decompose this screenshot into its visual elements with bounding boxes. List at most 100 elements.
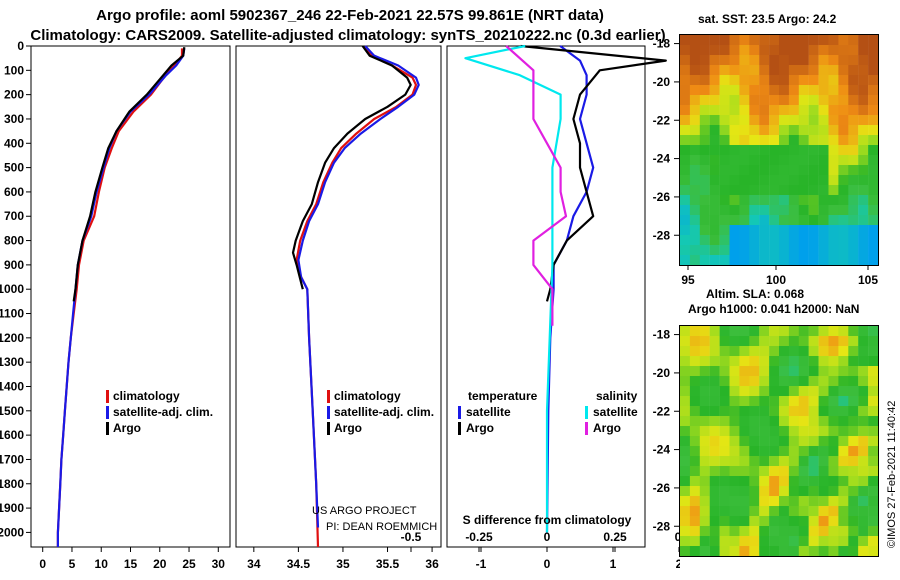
sst-cell	[828, 145, 839, 156]
sst-cell	[828, 105, 839, 116]
sla-cell	[719, 546, 730, 556]
sla-cell	[818, 356, 829, 367]
sst-lat-label: -22	[653, 113, 671, 127]
sla-cell	[699, 436, 710, 447]
sst-cell	[729, 65, 740, 76]
sst-cell	[739, 55, 750, 66]
sst-cell	[798, 85, 809, 96]
sla-cell	[808, 496, 819, 507]
sla-cell	[779, 436, 790, 447]
sla-cell	[709, 326, 720, 337]
sst-cell	[689, 55, 700, 66]
diff-legend-label: satellite	[593, 405, 638, 419]
sst-cell	[729, 45, 740, 56]
sst-cell	[838, 155, 849, 166]
sla-cell	[798, 376, 809, 387]
sst-cell	[739, 65, 750, 76]
sst-cell	[739, 145, 750, 156]
sst-lat-label: -18	[653, 37, 671, 51]
sst-cell	[818, 165, 829, 176]
sla-cell	[838, 326, 849, 337]
sla-cell	[699, 456, 710, 467]
sla-cell	[689, 366, 700, 377]
sla-cell	[838, 336, 849, 347]
sst-cell	[838, 185, 849, 196]
sla-cell	[798, 546, 809, 556]
sal-legend-label: satellite-adj. clim.	[334, 405, 434, 419]
temperature-x-tick-label: 30	[212, 557, 226, 571]
sla-cell	[680, 366, 691, 377]
sst-cell	[848, 35, 859, 46]
sla-cell	[709, 536, 720, 547]
sst-cell	[739, 195, 750, 206]
sst-cell	[769, 195, 780, 206]
sla-cell	[680, 416, 691, 427]
sla-cell	[699, 416, 710, 427]
sla-cell	[798, 436, 809, 447]
sst-cell	[680, 45, 691, 56]
sla-cell	[719, 376, 730, 387]
sla-cell	[680, 436, 691, 447]
sla-cell	[868, 526, 878, 537]
sst-cell	[808, 145, 819, 156]
sst-cell	[680, 195, 691, 206]
sst-cell	[798, 35, 809, 46]
sst-cell	[719, 225, 730, 236]
sla-cell	[729, 506, 740, 517]
sst-cell	[729, 155, 740, 166]
temperature-x-tick-label: 0	[39, 557, 46, 571]
sst-cell	[739, 255, 750, 265]
sla-cell	[838, 536, 849, 547]
sla-cell	[729, 356, 740, 367]
sla-cell	[868, 346, 878, 357]
sla-cell	[798, 526, 809, 537]
sst-cell	[848, 215, 859, 226]
sst-cell	[848, 255, 859, 265]
sla-cell	[828, 376, 839, 387]
sla-cell	[828, 516, 839, 527]
sla-cell	[818, 346, 829, 357]
sst-cell	[709, 115, 720, 126]
sla-cell	[759, 476, 770, 487]
sla-cell	[868, 326, 878, 337]
sla-cell	[838, 376, 849, 387]
sla-cell	[719, 506, 730, 517]
sla-cell	[739, 406, 750, 417]
sst-cell	[788, 115, 799, 126]
sla-cell	[699, 536, 710, 547]
imos-credit: ©IMOS 27-Feb-2021 11:40:42	[886, 400, 898, 548]
altim-sla-title: Altim. SLA: 0.068	[706, 287, 805, 301]
sst-cell	[749, 235, 760, 246]
sla-cell	[729, 476, 740, 487]
sst-cell	[689, 175, 700, 186]
sst-cell	[699, 115, 710, 126]
sst-cell	[769, 115, 780, 126]
sla-cell	[779, 426, 790, 437]
sal-legend-label: Argo	[334, 421, 362, 435]
sst-cell	[838, 125, 849, 136]
sla-cell	[828, 496, 839, 507]
sst-cell	[680, 235, 691, 246]
sst-cell	[868, 175, 878, 186]
sla-cell	[709, 466, 720, 477]
sst-cell	[848, 195, 859, 206]
sla-cell	[719, 346, 730, 357]
sst-cell	[719, 135, 730, 146]
sst-cell	[798, 245, 809, 256]
sst-cell	[858, 175, 869, 186]
sla-cell	[818, 406, 829, 417]
sst-cell	[788, 125, 799, 136]
temp-legend-swatch	[106, 390, 109, 403]
sst-cell	[749, 45, 760, 56]
sla-cell	[699, 356, 710, 367]
salinity-diff-x-tick-label: 0.5	[675, 530, 680, 544]
sla-cell	[808, 376, 819, 387]
sla-cell	[689, 506, 700, 517]
sst-cell	[759, 115, 770, 126]
sla-cell	[680, 536, 691, 547]
temperature-diff-x-tick-label: 1	[610, 557, 617, 571]
sst-cell	[769, 105, 780, 116]
diff-legend-label: satellite	[466, 405, 511, 419]
temperature-x-tick-label: 25	[182, 557, 196, 571]
sla-cell	[788, 336, 799, 347]
